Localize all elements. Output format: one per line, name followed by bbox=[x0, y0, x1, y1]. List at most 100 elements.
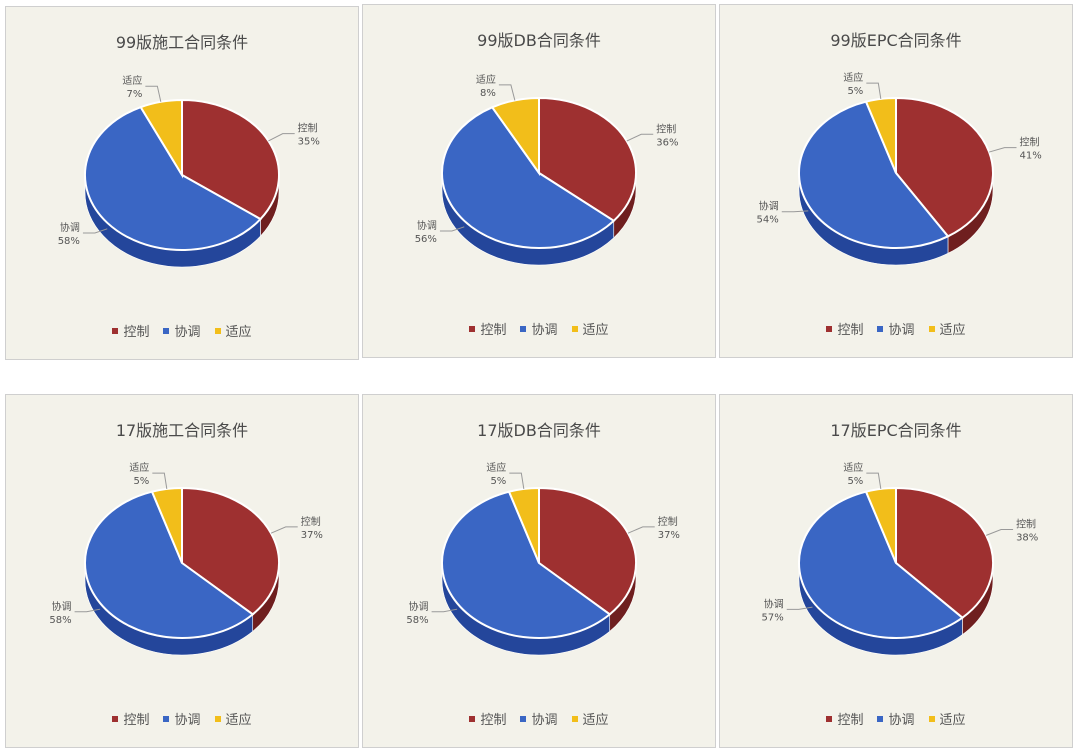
legend: 控制 协调 适应 bbox=[6, 709, 358, 728]
legend-item: 控制 bbox=[469, 709, 506, 728]
data-label-value: 58% bbox=[406, 615, 428, 626]
data-label-category: 控制 bbox=[1016, 518, 1036, 531]
leader-line-0 bbox=[986, 529, 1014, 536]
leader-line-0 bbox=[627, 526, 655, 534]
leader-line-1 bbox=[781, 210, 809, 213]
data-label-category: 适应 bbox=[486, 461, 506, 474]
legend-swatch bbox=[163, 327, 170, 334]
leader-line-0 bbox=[989, 147, 1017, 153]
pie-slice-1 bbox=[441, 490, 612, 639]
legend-swatch bbox=[877, 325, 884, 332]
data-label-category: 协调 bbox=[60, 221, 80, 234]
legend-swatch bbox=[877, 715, 884, 722]
legend-item: 适应 bbox=[214, 321, 252, 340]
chart-title: 17版EPC合同条件 bbox=[830, 421, 962, 440]
leader-line-2 bbox=[152, 472, 168, 490]
legend-item: 协调 bbox=[877, 709, 915, 728]
leader-line-1 bbox=[786, 606, 813, 610]
chart-title: 99版DB合同条件 bbox=[477, 31, 601, 50]
pie-chart-4: 控制 37% 协调 58% 适应 5% bbox=[49, 461, 323, 656]
legend-item: 适应 bbox=[928, 319, 966, 338]
data-label-value: 57% bbox=[762, 612, 784, 623]
chart-panel-1: 控制 35% 协调 58% 适应 7% 99版施工合同条件 控制 协调 适应 bbox=[5, 6, 359, 360]
legend-label: 协调 bbox=[531, 713, 558, 728]
data-label-value: 38% bbox=[1016, 533, 1038, 544]
leader-line-0 bbox=[268, 133, 295, 142]
pie-slice-1 bbox=[798, 490, 965, 639]
legend-label: 适应 bbox=[582, 713, 609, 728]
legend-swatch bbox=[469, 715, 476, 722]
legend-label: 协调 bbox=[888, 323, 915, 338]
data-label-value: 5% bbox=[133, 476, 149, 487]
legend-label: 适应 bbox=[225, 713, 252, 728]
data-label-category: 控制 bbox=[1020, 136, 1040, 149]
legend-label: 控制 bbox=[480, 323, 507, 338]
legend-item: 适应 bbox=[928, 709, 966, 728]
chart-panel-3: 控制 41% 协调 54% 适应 5% 99版EPC合同条件 控制 协调 适应 bbox=[719, 4, 1073, 358]
data-label-value: 37% bbox=[301, 530, 323, 541]
pie-slice-1 bbox=[798, 100, 950, 249]
data-label-category: 协调 bbox=[52, 600, 72, 613]
legend-label: 控制 bbox=[123, 713, 150, 728]
legend: 控制 协调 适应 bbox=[720, 319, 1072, 338]
pie-slice-1 bbox=[441, 106, 616, 249]
legend-swatch bbox=[112, 327, 119, 334]
legend-item: 协调 bbox=[520, 709, 558, 728]
pie-chart-5: 控制 37% 协调 58% 适应 5% bbox=[406, 461, 680, 656]
chart-panel-5: 控制 37% 协调 58% 适应 5% 17版DB合同条件 控制 协调 适应 bbox=[362, 394, 716, 748]
legend-label: 控制 bbox=[837, 323, 864, 338]
chart-panel-2: 控制 36% 协调 56% 适应 8% 99版DB合同条件 控制 协调 适应 bbox=[362, 4, 716, 358]
legend-swatch bbox=[571, 715, 578, 722]
legend-item: 适应 bbox=[571, 319, 609, 338]
legend-label: 协调 bbox=[174, 325, 201, 340]
data-label-category: 适应 bbox=[843, 461, 863, 474]
legend-item: 协调 bbox=[163, 321, 201, 340]
legend-item: 适应 bbox=[214, 709, 252, 728]
pie-slice-0 bbox=[895, 486, 994, 619]
data-label-value: 35% bbox=[298, 137, 320, 148]
data-label-value: 7% bbox=[126, 89, 142, 100]
data-label-category: 协调 bbox=[417, 219, 437, 232]
legend-swatch bbox=[469, 325, 476, 332]
legend-label: 控制 bbox=[837, 713, 864, 728]
legend: 控制 协调 适应 bbox=[720, 709, 1072, 728]
legend-item: 适应 bbox=[571, 709, 609, 728]
leader-line-1 bbox=[74, 608, 101, 613]
legend-swatch bbox=[214, 715, 221, 722]
legend-swatch bbox=[214, 327, 221, 334]
chart-panel-4: 控制 37% 协调 58% 适应 5% 17版施工合同条件 控制 协调 适应 bbox=[5, 394, 359, 748]
legend-swatch bbox=[826, 715, 833, 722]
data-label-value: 56% bbox=[415, 234, 437, 245]
data-label-category: 协调 bbox=[409, 600, 429, 613]
legend-swatch bbox=[826, 325, 833, 332]
legend-label: 控制 bbox=[480, 713, 507, 728]
legend-label: 适应 bbox=[939, 323, 966, 338]
data-label-category: 协调 bbox=[764, 597, 784, 610]
legend-item: 协调 bbox=[877, 319, 915, 338]
data-label-value: 8% bbox=[480, 88, 496, 99]
leader-line-1 bbox=[82, 228, 108, 234]
legend-item: 控制 bbox=[112, 321, 149, 340]
leader-line-2 bbox=[866, 82, 882, 100]
data-label-value: 54% bbox=[757, 215, 779, 226]
pie-chart-6: 控制 38% 协调 57% 适应 5% bbox=[762, 461, 1038, 656]
data-label-value: 37% bbox=[658, 530, 680, 541]
data-label-value: 41% bbox=[1020, 151, 1042, 162]
data-label-category: 适应 bbox=[476, 73, 496, 86]
legend-label: 协调 bbox=[174, 713, 201, 728]
legend-item: 控制 bbox=[112, 709, 149, 728]
pie-slice-1 bbox=[84, 490, 255, 639]
data-label-category: 控制 bbox=[658, 515, 678, 528]
legend: 控制 协调 适应 bbox=[363, 319, 715, 338]
data-label-category: 控制 bbox=[298, 122, 318, 135]
legend-swatch bbox=[163, 715, 170, 722]
legend-swatch bbox=[520, 325, 527, 332]
pie-slice-2 bbox=[490, 96, 540, 177]
legend-item: 控制 bbox=[826, 319, 863, 338]
legend-label: 协调 bbox=[888, 713, 915, 728]
data-label-value: 58% bbox=[58, 236, 80, 247]
data-label-category: 控制 bbox=[301, 515, 321, 528]
pie-slice-1 bbox=[84, 105, 263, 251]
legend: 控制 协调 适应 bbox=[363, 709, 715, 728]
legend-swatch bbox=[112, 715, 119, 722]
